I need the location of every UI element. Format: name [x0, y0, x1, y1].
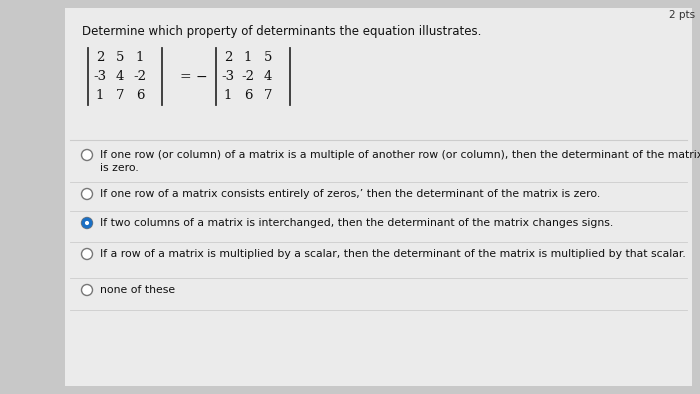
Text: 7: 7: [264, 89, 272, 102]
Text: 4: 4: [116, 70, 124, 83]
Text: 6: 6: [136, 89, 144, 102]
Circle shape: [85, 221, 89, 225]
Text: -3: -3: [93, 70, 106, 83]
Text: 4: 4: [264, 70, 272, 83]
Text: 1: 1: [96, 89, 104, 102]
Text: 6: 6: [244, 89, 252, 102]
Text: Determine which property of determinants the equation illustrates.: Determine which property of determinants…: [82, 25, 482, 38]
Circle shape: [81, 284, 92, 296]
Text: -2: -2: [134, 70, 146, 83]
Text: If two columns of a matrix is interchanged, then the determinant of the matrix c: If two columns of a matrix is interchang…: [99, 218, 612, 228]
Circle shape: [81, 149, 92, 160]
Text: -3: -3: [221, 70, 234, 83]
Circle shape: [81, 217, 92, 229]
Circle shape: [81, 217, 92, 229]
Text: If one row (or column) of a matrix is a multiple of another row (or column), the: If one row (or column) of a matrix is a …: [99, 150, 700, 173]
Text: 1: 1: [136, 51, 144, 64]
Text: 2 pts: 2 pts: [669, 10, 695, 20]
Text: 5: 5: [116, 51, 124, 64]
Circle shape: [81, 249, 92, 260]
Text: none of these: none of these: [99, 285, 174, 295]
Text: 2: 2: [96, 51, 104, 64]
Text: 1: 1: [244, 51, 252, 64]
Text: 2: 2: [224, 51, 232, 64]
Circle shape: [81, 188, 92, 199]
Text: 7: 7: [116, 89, 125, 102]
Text: -2: -2: [241, 70, 255, 83]
Text: If one row of a matrix consists entirely of zeros,’ then the determinant of the : If one row of a matrix consists entirely…: [99, 189, 600, 199]
Text: = −: = −: [180, 69, 208, 84]
Text: 1: 1: [224, 89, 232, 102]
Text: If a row of a matrix is multiplied by a scalar, then the determinant of the matr: If a row of a matrix is multiplied by a …: [99, 249, 685, 259]
Text: 5: 5: [264, 51, 272, 64]
Bar: [65, 8, 692, 386]
